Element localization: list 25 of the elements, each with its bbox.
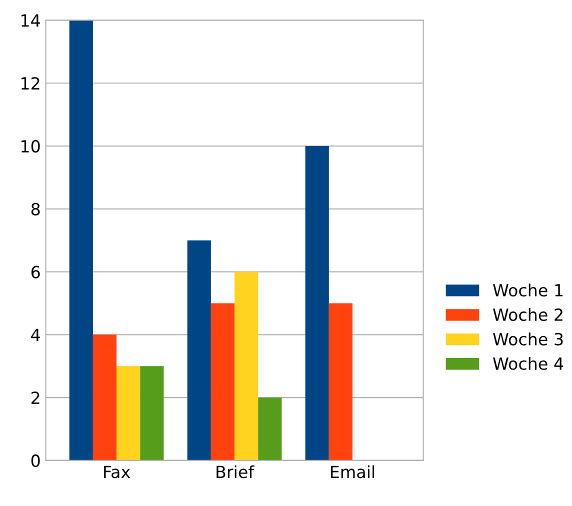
- y-tick-label: 6: [31, 266, 40, 278]
- bar: [92, 334, 117, 460]
- y-tick-label: 4: [31, 328, 40, 342]
- legend-label: Woche 2: [493, 308, 562, 321]
- y-tick-label: 12: [22, 77, 40, 90]
- bar: [116, 366, 140, 460]
- bar: [328, 303, 352, 460]
- y-tick-label: 14: [22, 14, 40, 27]
- legend-label: Woche 4: [493, 357, 564, 370]
- bar: [258, 398, 282, 460]
- x-tick-label: Brief: [216, 465, 254, 478]
- y-tick-label: 8: [31, 202, 40, 216]
- legend-label: Woche 3: [493, 332, 563, 346]
- bar: [234, 272, 258, 460]
- bar: [305, 146, 329, 460]
- bar: [69, 20, 93, 460]
- bar: [187, 240, 211, 460]
- x-tick-label: Fax: [104, 466, 130, 478]
- y-tick-label: 10: [22, 140, 40, 153]
- bar: [210, 303, 235, 460]
- x-tick-label: Email: [331, 465, 374, 478]
- bar: [140, 366, 164, 460]
- legend-label: Woche 1: [493, 284, 563, 297]
- y-tick-label: 2: [32, 392, 40, 404]
- y-tick-label: 0: [31, 454, 40, 468]
